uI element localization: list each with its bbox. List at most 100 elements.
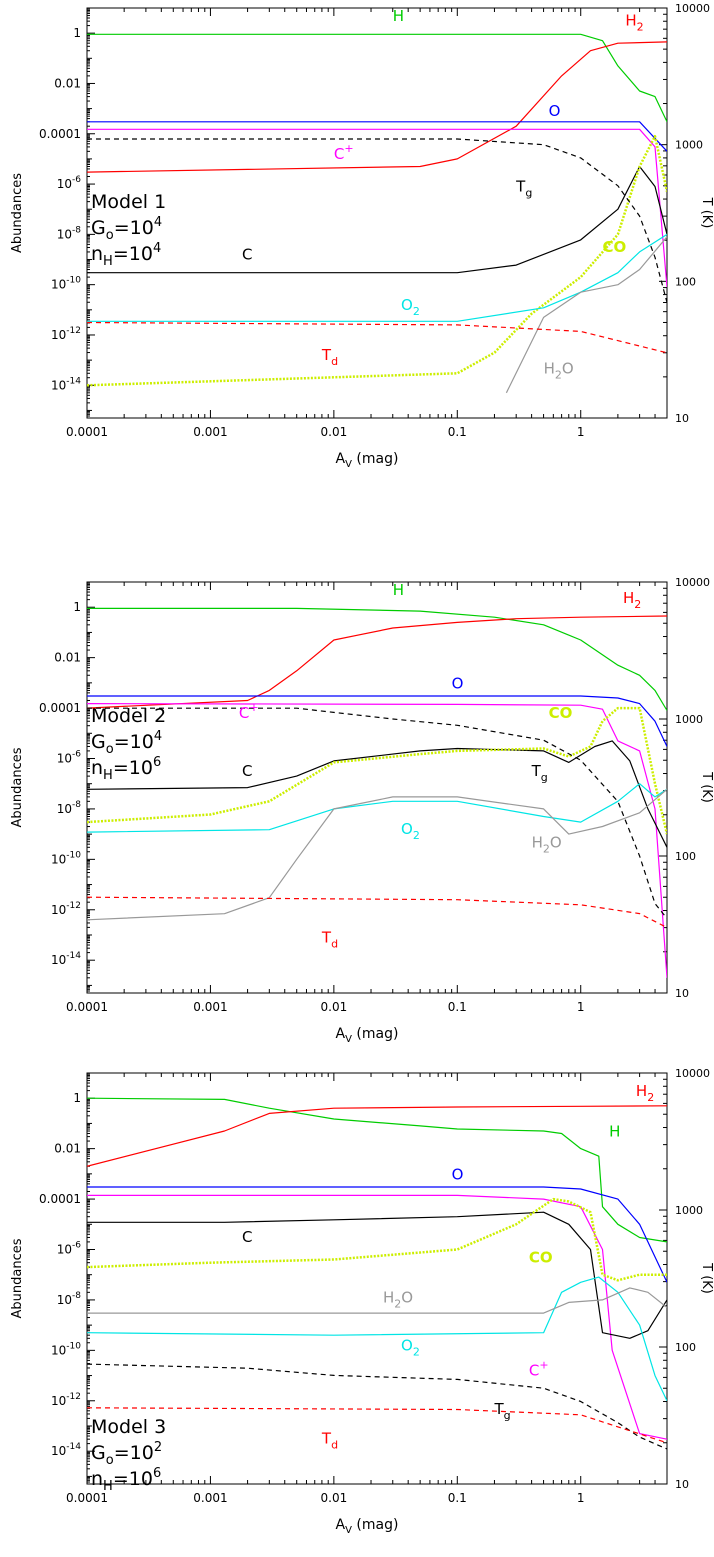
curve-label-sub: 2 xyxy=(637,21,644,34)
curve-label-base: H xyxy=(383,1288,394,1306)
curve-label-base: H xyxy=(636,1082,647,1100)
y-tick-label: 1 xyxy=(73,600,81,614)
y-tick-base: 10 xyxy=(57,802,72,816)
x-axis-label-base: A xyxy=(336,1026,346,1042)
x-axis-label: AV (mag) xyxy=(336,1517,399,1536)
curve-label-o2: O2 xyxy=(401,820,420,842)
y-tick-base: 10 xyxy=(57,177,72,191)
x-axis-label-unit: (mag) xyxy=(352,1026,398,1042)
x-axis-label-sub: V xyxy=(345,1034,352,1045)
series-o2-line xyxy=(87,233,667,322)
x-axis-label-unit: (mag) xyxy=(352,451,398,467)
series-td-line xyxy=(87,896,667,929)
model-g0-exp: 2 xyxy=(154,1440,162,1455)
y-axis-label: Abundances xyxy=(10,1238,25,1318)
series-o-line xyxy=(87,121,667,152)
curve-label-base: H xyxy=(609,1123,620,1141)
curve-label-h2o: H2O xyxy=(544,359,574,381)
model-g0-sub: o xyxy=(106,228,114,243)
series-co-line xyxy=(87,1197,667,1282)
model-nh-eq: =10 xyxy=(113,1468,153,1490)
curve-label-td: Td xyxy=(321,346,338,368)
y-tick-base: 10 xyxy=(57,227,72,241)
y-tick-label: 0.01 xyxy=(54,651,81,665)
y-tick-base: 10 xyxy=(51,1343,66,1357)
y-tick-label: 10-14 xyxy=(51,951,81,967)
curve-label-c-: C+ xyxy=(334,142,354,163)
curve-label-sub: d xyxy=(331,938,338,951)
series-co-line xyxy=(87,134,667,387)
curve-label-h: H xyxy=(393,581,404,599)
model-g0-eq: =10 xyxy=(114,217,154,239)
x-tick-label: 0.1 xyxy=(448,1491,467,1505)
y2-tick-label: 100 xyxy=(675,850,696,863)
y-tick-base: 10 xyxy=(51,328,66,342)
y-tick-exponent: -6 xyxy=(72,175,81,185)
y2-tick-label: 10000 xyxy=(675,2,710,15)
curve-label-sub: 2 xyxy=(413,829,420,842)
chart-panel-2: 0.0001 0.001 0.01 0.1 110.010.000110-610-810… xyxy=(10,576,714,1045)
curve-label-tg: Tg xyxy=(493,1400,510,1422)
y-tick-base: 10 xyxy=(51,953,66,967)
series-td-line xyxy=(87,1407,667,1444)
curve-label-sub: 2 xyxy=(555,368,562,381)
y-tick-exponent: -10 xyxy=(66,850,81,860)
x-axis-label-sub: V xyxy=(345,459,352,470)
y-tick-label: 10-10 xyxy=(51,1341,81,1357)
model-g0-exp: 4 xyxy=(154,729,162,744)
curve-label-base: T xyxy=(321,1430,332,1448)
y-tick-label: 10-10 xyxy=(51,850,81,866)
x-tick-label: 0.1 xyxy=(448,1000,467,1014)
model-nh-base: n xyxy=(91,757,103,779)
curve-label-c-: C+ xyxy=(239,701,259,722)
y-tick-label: 10-6 xyxy=(57,749,82,765)
model-name: Model 3 xyxy=(91,1416,166,1438)
model-g0-sub: o xyxy=(106,1453,114,1468)
curve-label-base: CO xyxy=(602,238,626,256)
curve-label-base: T xyxy=(493,1400,504,1418)
y-tick-label: 0.0001 xyxy=(39,701,81,715)
series-h-line xyxy=(87,1097,667,1243)
curve-label-c-: C+ xyxy=(529,1359,549,1380)
curve-label-base: T xyxy=(321,929,332,947)
curve-label-c: C xyxy=(242,762,252,780)
curve-label-tail: O xyxy=(550,833,562,851)
curve-label-td: Td xyxy=(321,929,338,951)
y-tick-exponent: -8 xyxy=(72,225,81,235)
series-h2-line xyxy=(87,1105,667,1167)
curve-label-sub: 2 xyxy=(394,1297,401,1310)
curve-label-base: CO xyxy=(529,1249,553,1267)
y-tick-base: 10 xyxy=(51,1444,66,1458)
y-tick-label: 10-8 xyxy=(57,225,82,241)
model-nh-exp: 4 xyxy=(153,241,161,256)
curve-label-base: H xyxy=(393,581,404,599)
x-tick-label: 0.0001 xyxy=(66,1491,108,1505)
curve-label-base: H xyxy=(623,589,634,607)
x-axis-label-base: A xyxy=(336,1517,346,1533)
curve-label-base: H xyxy=(544,359,555,377)
curves xyxy=(87,1097,667,1450)
curve-label-h: H xyxy=(393,7,404,25)
curve-label-o: O xyxy=(549,102,561,120)
curve-label-base: H xyxy=(393,7,404,25)
model-g0-eq: =10 xyxy=(114,1442,154,1464)
model-name: Model 1 xyxy=(91,191,166,213)
curves xyxy=(87,607,667,978)
curve-label-o2: O2 xyxy=(401,1336,420,1358)
model-g0: Go=104 xyxy=(91,215,162,243)
y-axis-label: Abundances xyxy=(10,173,25,253)
curve-label-h2: H2 xyxy=(623,589,641,611)
curves xyxy=(87,33,667,394)
curve-label-co: CO xyxy=(602,238,626,256)
model-g0-base: G xyxy=(91,731,106,753)
series-c--line xyxy=(87,703,667,978)
series-c-line xyxy=(87,1211,667,1339)
curve-label-o: O xyxy=(452,1165,464,1183)
curve-label-h: H xyxy=(609,1123,620,1141)
y-tick-label: 1 xyxy=(73,1091,81,1105)
x-tick-label: 0.001 xyxy=(193,425,227,439)
curve-label-sub: d xyxy=(331,355,338,368)
curve-label-tg: Tg xyxy=(531,762,548,784)
y-tick-label: 10-14 xyxy=(51,376,81,392)
